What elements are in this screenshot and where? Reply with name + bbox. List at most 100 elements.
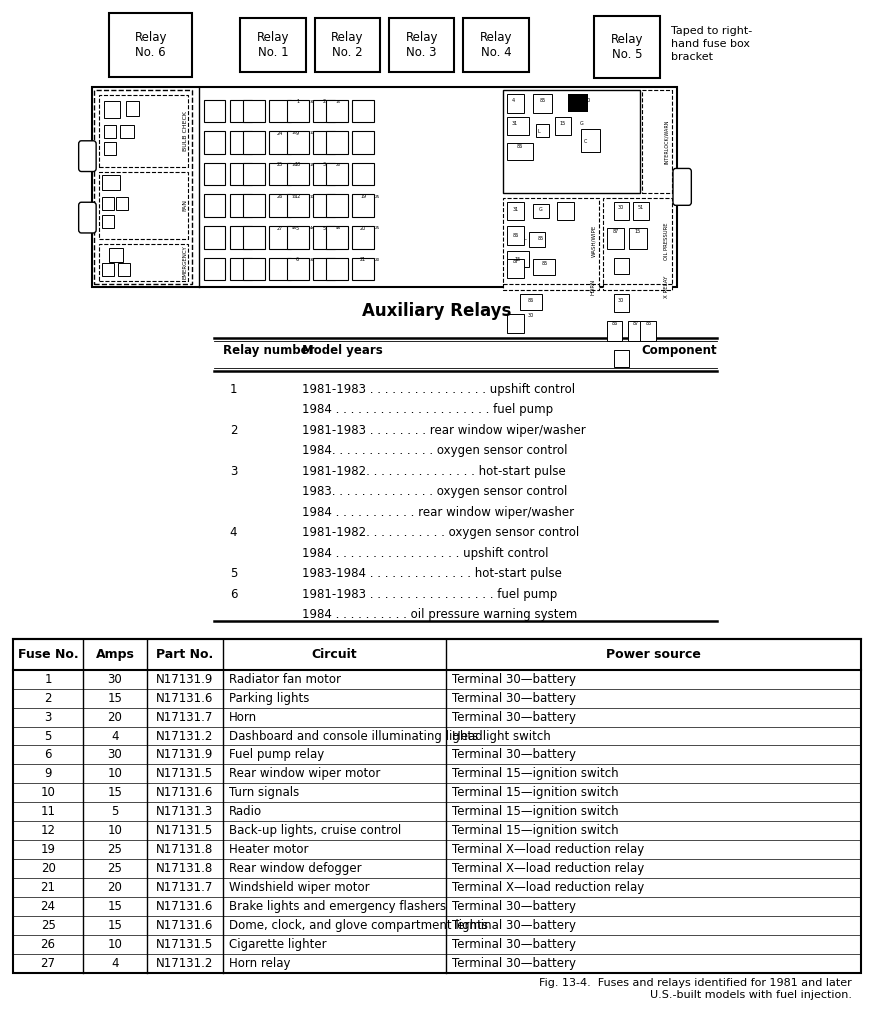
Bar (99, 244, 188, 281)
Text: FAN: FAN (183, 200, 188, 211)
Text: 26: 26 (277, 194, 283, 199)
Text: 25: 25 (108, 843, 122, 856)
Bar (230, 131, 252, 154)
Text: 4: 4 (111, 956, 119, 970)
Text: 24: 24 (277, 131, 283, 136)
Bar (533, 204, 549, 218)
Bar (326, 99, 348, 122)
Text: 85: 85 (645, 322, 652, 326)
Bar (313, 258, 335, 281)
Text: 25: 25 (375, 226, 380, 230)
Bar (352, 226, 374, 249)
Text: 1984 . . . . . . . . . . . . . . . . . . . . . fuel pump: 1984 . . . . . . . . . . . . . . . . . .… (302, 403, 552, 417)
Bar (116, 197, 128, 210)
Text: 2: 2 (45, 691, 52, 705)
Bar (230, 226, 252, 249)
Bar (326, 163, 348, 185)
Text: 10: 10 (40, 786, 56, 800)
Bar (326, 131, 348, 154)
Text: 10: 10 (309, 195, 315, 199)
Text: 1981-1982. . . . . . . . . . . . . . . hot-start pulse: 1981-1982. . . . . . . . . . . . . . . h… (302, 465, 565, 478)
Bar (568, 94, 587, 111)
Text: Terminal 15—ignition switch: Terminal 15—ignition switch (452, 786, 619, 800)
Text: OIL PRESSURE: OIL PRESSURE (664, 222, 669, 260)
Bar (352, 131, 374, 154)
Bar (204, 195, 225, 217)
Text: 30: 30 (617, 206, 624, 210)
Bar (352, 195, 374, 217)
Bar (287, 226, 309, 249)
Text: N17131.3: N17131.3 (156, 805, 213, 818)
Text: 87: 87 (512, 259, 519, 263)
Text: Component: Component (641, 344, 717, 357)
Text: 6: 6 (296, 257, 299, 262)
Bar (607, 321, 622, 341)
Bar (204, 99, 225, 122)
Bar (313, 226, 335, 249)
Text: N17131.9: N17131.9 (156, 749, 213, 762)
Text: EMERGENCY: EMERGENCY (183, 246, 188, 279)
Bar (529, 232, 545, 247)
Bar (520, 294, 542, 310)
Text: 15: 15 (108, 900, 122, 913)
Text: 3: 3 (230, 465, 237, 478)
Text: 4: 4 (111, 729, 119, 742)
Text: Relay
No. 6: Relay No. 6 (135, 31, 167, 59)
Text: Terminal 15—ignition switch: Terminal 15—ignition switch (452, 805, 619, 818)
Bar (269, 258, 291, 281)
Text: 30: 30 (108, 749, 122, 762)
Text: WASH/WIPE: WASH/WIPE (591, 225, 596, 257)
Text: L: L (523, 237, 526, 241)
Bar (99, 95, 188, 167)
Bar (503, 90, 640, 193)
Bar (642, 90, 672, 193)
Text: 20: 20 (40, 862, 56, 876)
Text: 5: 5 (111, 805, 119, 818)
Text: 85: 85 (541, 261, 548, 265)
Text: N17131.8: N17131.8 (156, 843, 213, 856)
Text: Relay
No. 5: Relay No. 5 (611, 33, 643, 61)
Text: 20: 20 (108, 881, 122, 894)
Bar (628, 321, 643, 341)
Text: 5: 5 (296, 225, 299, 230)
Text: 15: 15 (309, 163, 315, 167)
Bar (204, 163, 225, 185)
Bar (104, 125, 116, 138)
Text: N17131.6: N17131.6 (156, 691, 213, 705)
Bar (126, 101, 139, 116)
Text: 15: 15 (292, 163, 297, 167)
Text: Terminal 30—battery: Terminal 30—battery (452, 956, 576, 970)
Text: Terminal 30—battery: Terminal 30—battery (452, 691, 576, 705)
Text: 12: 12 (40, 824, 56, 838)
Text: 4a: 4a (309, 226, 315, 230)
Bar (614, 202, 629, 220)
Text: Relay
No. 1: Relay No. 1 (257, 31, 289, 59)
Text: Terminal 30—battery: Terminal 30—battery (452, 938, 576, 951)
Text: 86: 86 (527, 298, 534, 302)
Bar (230, 195, 252, 217)
Bar (204, 131, 225, 154)
Text: Terminal 30—battery: Terminal 30—battery (452, 673, 576, 686)
Text: 85: 85 (538, 237, 545, 241)
Text: Fig. 13-4.  Fuses and relays identified for 1981 and later
U.S.-built models wit: Fig. 13-4. Fuses and relays identified f… (539, 978, 852, 999)
Bar (102, 197, 114, 210)
Bar (507, 251, 529, 267)
Bar (102, 175, 120, 190)
Text: Relay
No. 2: Relay No. 2 (331, 31, 364, 59)
Text: Part No.: Part No. (156, 648, 213, 660)
Text: N17131.8: N17131.8 (156, 862, 213, 876)
Text: Terminal X—load reduction relay: Terminal X—load reduction relay (452, 881, 644, 894)
Text: 6: 6 (45, 749, 52, 762)
Text: Windshield wiper motor: Windshield wiper motor (229, 881, 370, 894)
Text: 86: 86 (512, 233, 519, 238)
Bar (389, 18, 454, 72)
Text: Model years: Model years (302, 344, 382, 357)
Text: 50: 50 (585, 98, 592, 102)
Text: Fuse No.: Fuse No. (17, 648, 79, 660)
Bar (614, 350, 629, 367)
Text: 1: 1 (296, 99, 299, 104)
Bar (230, 163, 252, 185)
Text: 26: 26 (40, 938, 56, 951)
Text: Relay
No. 4: Relay No. 4 (480, 31, 512, 59)
Text: X RELAY: X RELAY (664, 275, 669, 298)
